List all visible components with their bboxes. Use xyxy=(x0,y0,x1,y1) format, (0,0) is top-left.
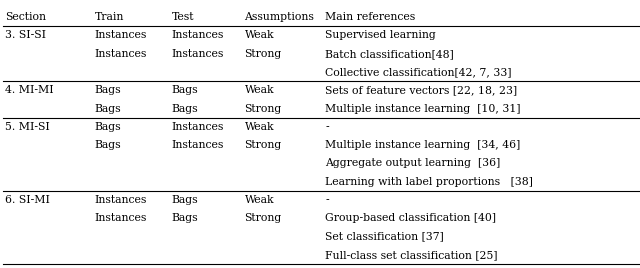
Text: Weak: Weak xyxy=(244,31,274,40)
Text: Batch classification[48]: Batch classification[48] xyxy=(325,49,454,59)
Text: Instances: Instances xyxy=(95,213,147,223)
Text: Bags: Bags xyxy=(95,85,122,95)
Text: Instances: Instances xyxy=(95,49,147,59)
Text: Train: Train xyxy=(95,12,124,22)
Text: Strong: Strong xyxy=(244,140,282,150)
Text: Weak: Weak xyxy=(244,85,274,95)
Text: Full-class set classification [25]: Full-class set classification [25] xyxy=(325,250,498,260)
Text: Test: Test xyxy=(172,12,194,22)
Text: Group-based classification [40]: Group-based classification [40] xyxy=(325,213,496,223)
Text: 5. MI-SI: 5. MI-SI xyxy=(5,122,50,132)
Text: Instances: Instances xyxy=(95,31,147,40)
Text: Strong: Strong xyxy=(244,213,282,223)
Text: Weak: Weak xyxy=(244,195,274,205)
Text: Bags: Bags xyxy=(172,104,198,114)
Text: Weak: Weak xyxy=(244,122,274,132)
Text: -: - xyxy=(325,122,329,132)
Text: Section: Section xyxy=(5,12,46,22)
Text: Sets of feature vectors [22, 18, 23]: Sets of feature vectors [22, 18, 23] xyxy=(325,85,517,95)
Text: Instances: Instances xyxy=(95,195,147,205)
Text: Learning with label proportions   [38]: Learning with label proportions [38] xyxy=(325,177,533,187)
Text: Collective classification[42, 7, 33]: Collective classification[42, 7, 33] xyxy=(325,67,511,77)
Text: 6. SI-MI: 6. SI-MI xyxy=(5,195,50,205)
Text: Instances: Instances xyxy=(172,140,224,150)
Text: Aggregate output learning  [36]: Aggregate output learning [36] xyxy=(325,158,500,168)
Text: Bags: Bags xyxy=(95,140,122,150)
Text: Strong: Strong xyxy=(244,49,282,59)
Text: Instances: Instances xyxy=(172,49,224,59)
Text: Bags: Bags xyxy=(172,213,198,223)
Text: Multiple instance learning  [10, 31]: Multiple instance learning [10, 31] xyxy=(325,104,520,114)
Text: Multiple instance learning  [34, 46]: Multiple instance learning [34, 46] xyxy=(325,140,520,150)
Text: Bags: Bags xyxy=(172,195,198,205)
Text: 4. MI-MI: 4. MI-MI xyxy=(5,85,54,95)
Text: Bags: Bags xyxy=(95,104,122,114)
Text: Main references: Main references xyxy=(325,12,415,22)
Text: -: - xyxy=(325,195,329,205)
Text: Set classification [37]: Set classification [37] xyxy=(325,232,444,241)
Text: Supervised learning: Supervised learning xyxy=(325,31,436,40)
Text: Strong: Strong xyxy=(244,104,282,114)
Text: 3. SI-SI: 3. SI-SI xyxy=(5,31,46,40)
Text: Assumptions: Assumptions xyxy=(244,12,314,22)
Text: Instances: Instances xyxy=(172,31,224,40)
Text: Instances: Instances xyxy=(172,122,224,132)
Text: Bags: Bags xyxy=(172,85,198,95)
Text: Bags: Bags xyxy=(95,122,122,132)
